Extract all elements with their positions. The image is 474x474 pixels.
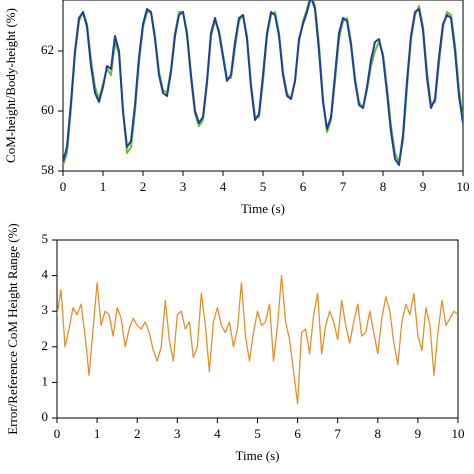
y-tick-label: 5 (42, 231, 49, 246)
y-tick-label: 2 (42, 338, 49, 353)
x-tick-label: 6 (300, 179, 307, 194)
x-tick-label: 3 (174, 426, 181, 441)
y-tick-label: 3 (42, 302, 49, 317)
y-tick-label: 58 (41, 162, 54, 177)
x-tick-label: 8 (375, 426, 382, 441)
x-tick-label: 7 (340, 179, 347, 194)
y-tick-label: 62 (41, 42, 54, 57)
x-tick-label: 6 (294, 426, 301, 441)
x-tick-label: 5 (254, 426, 261, 441)
y-tick-label: 1 (42, 373, 49, 388)
x-tick-label: 5 (260, 179, 267, 194)
x-tick-label: 0 (54, 426, 61, 441)
x-axis-label: Time (s) (241, 201, 285, 216)
x-tick-label: 7 (334, 426, 341, 441)
y-axis-label: CoM-height/Body-height (%) (3, 8, 18, 163)
series-line (63, 0, 463, 166)
series-line (57, 274, 458, 405)
x-tick-label: 8 (380, 179, 387, 194)
x-tick-label: 10 (457, 179, 470, 194)
x-tick-label: 10 (452, 426, 465, 441)
x-axis-label: Time (s) (236, 448, 280, 463)
x-tick-label: 2 (140, 179, 147, 194)
y-tick-label: 0 (42, 409, 49, 424)
x-tick-label: 3 (180, 179, 187, 194)
plot-frame (56, 239, 459, 419)
x-tick-label: 1 (100, 179, 107, 194)
x-tick-label: 2 (134, 426, 141, 441)
y-tick-label: 60 (41, 102, 54, 117)
x-tick-label: 0 (60, 179, 67, 194)
x-tick-label: 9 (420, 179, 427, 194)
y-tick-label: 4 (42, 267, 49, 282)
x-tick-label: 4 (220, 179, 227, 194)
x-tick-label: 9 (415, 426, 422, 441)
x-tick-label: 1 (94, 426, 101, 441)
x-tick-label: 4 (214, 426, 221, 441)
y-axis-label: Error/Reference CoM Height Range (%) (5, 223, 20, 435)
